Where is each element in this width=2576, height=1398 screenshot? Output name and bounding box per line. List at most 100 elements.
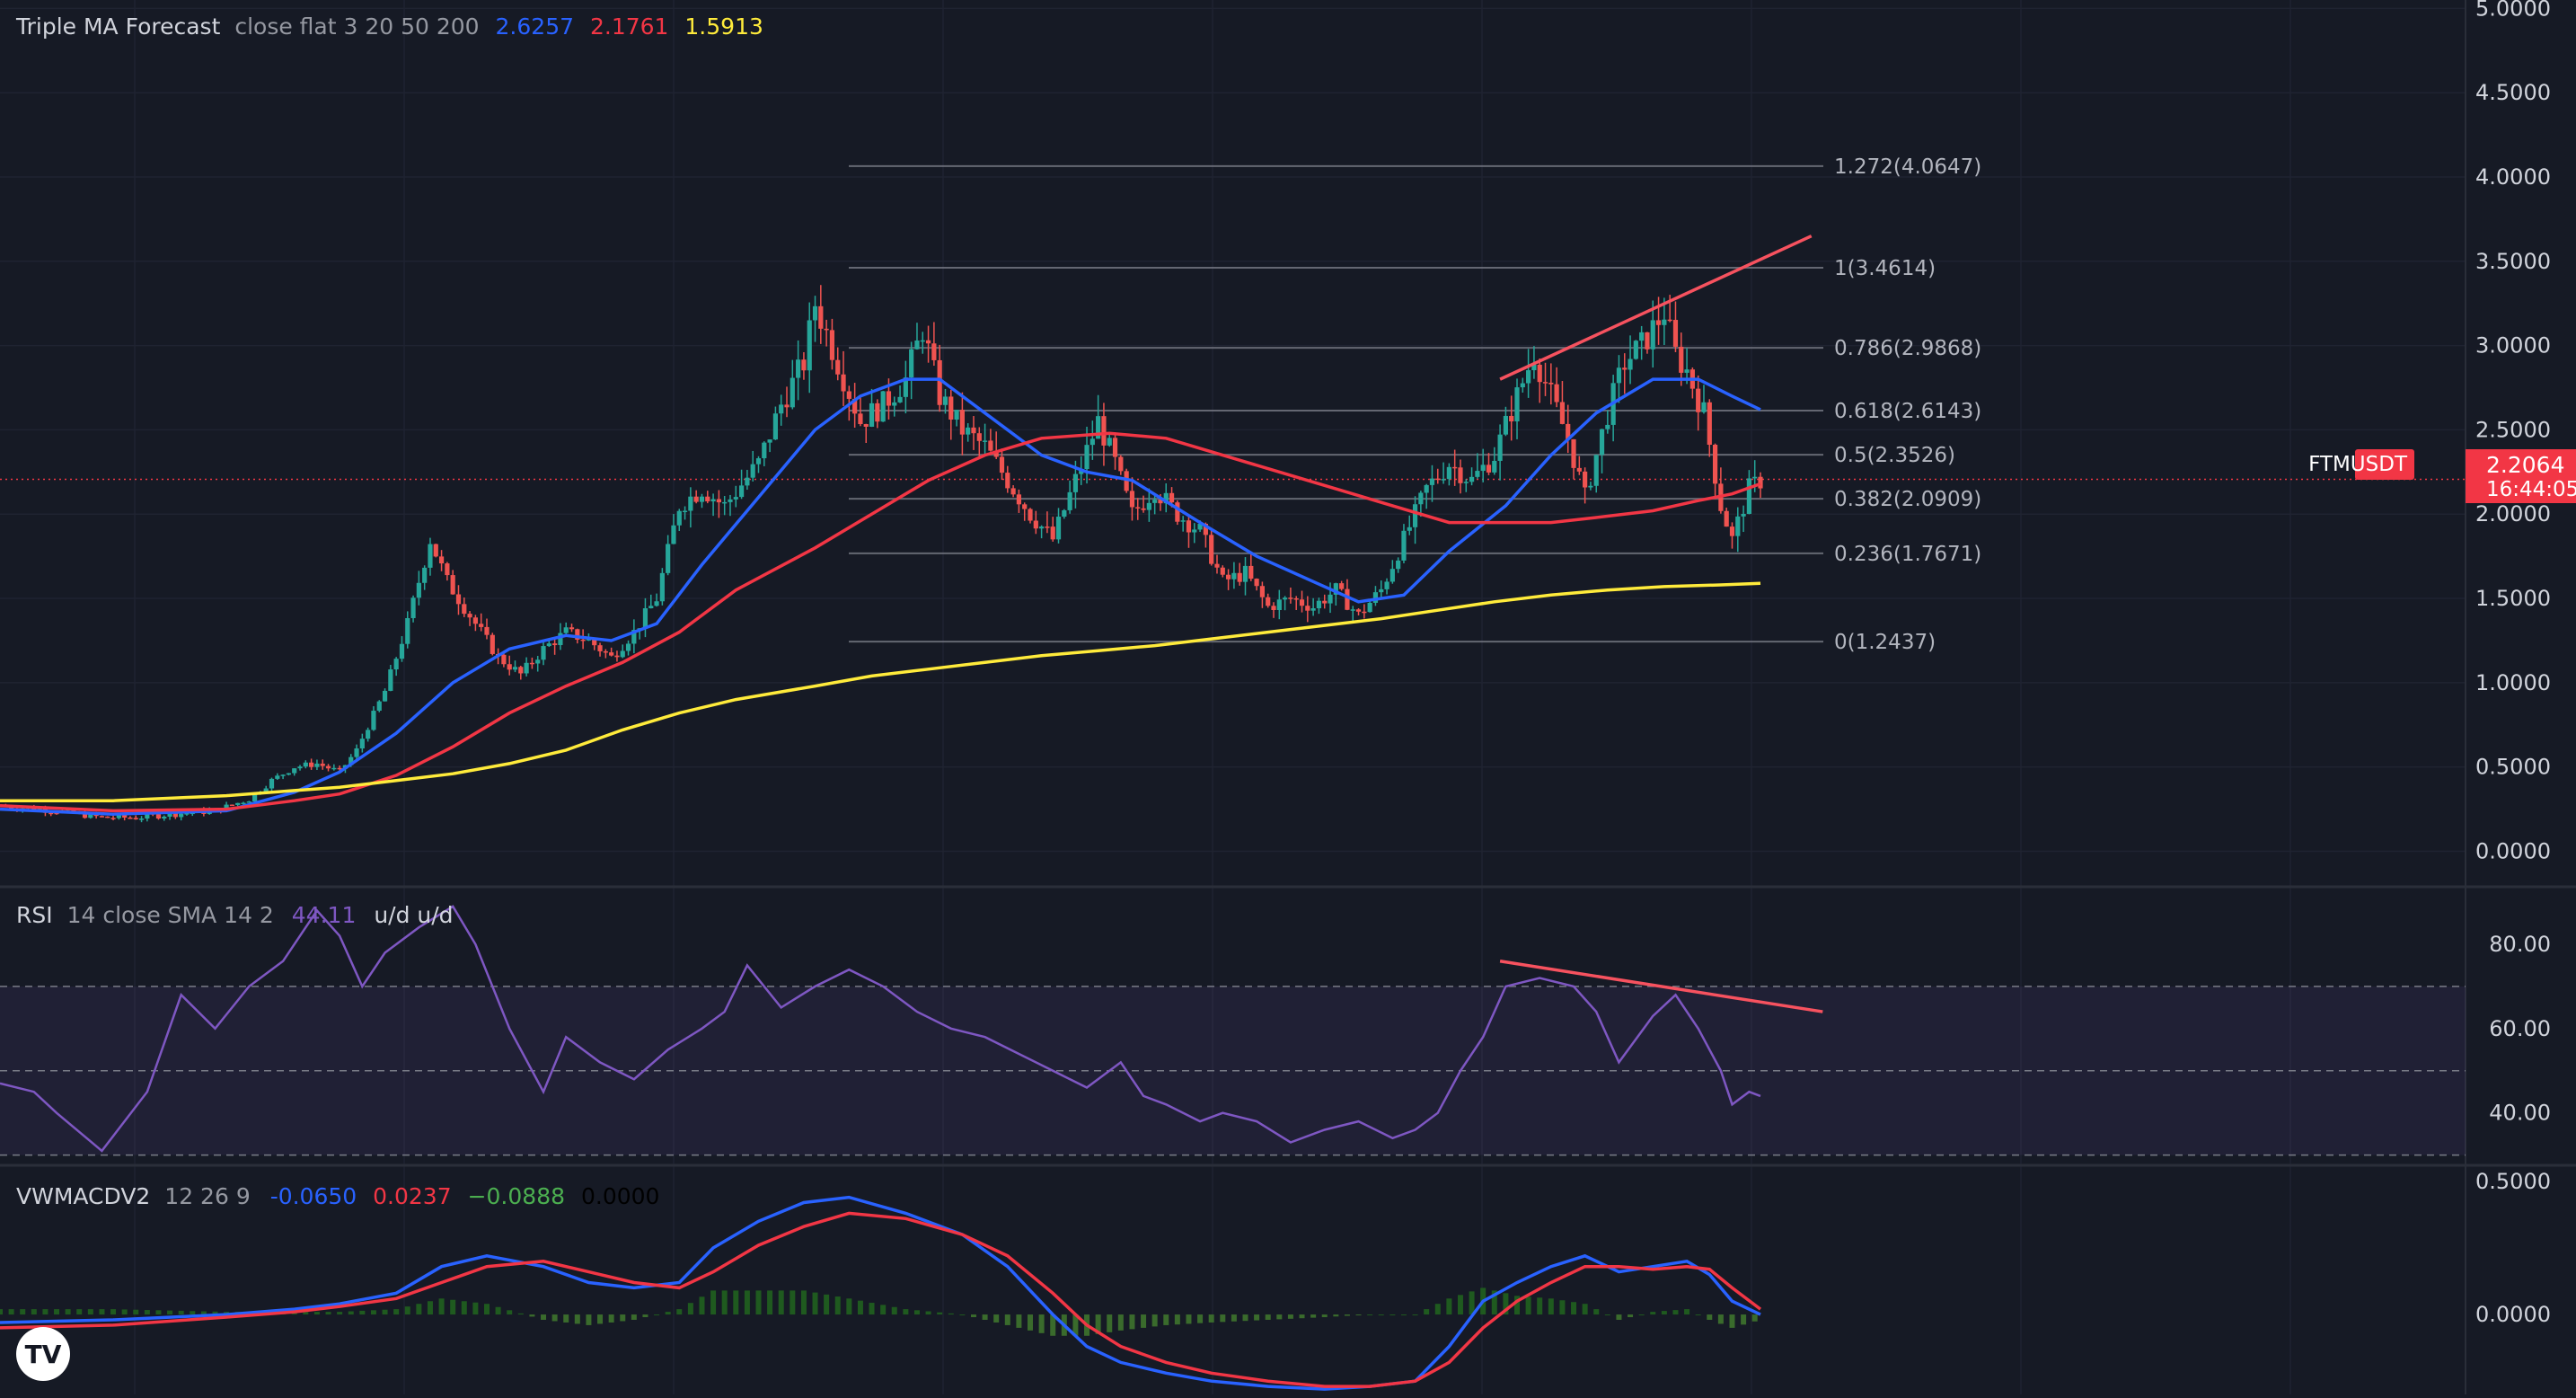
candle-body <box>331 767 337 770</box>
candle-body <box>609 652 614 656</box>
vwmacd-histogram-bar <box>99 1309 105 1315</box>
candle-body <box>1355 609 1362 612</box>
symbol-price-tag[interactable]: FTMUSDT 2.2064 16:44:05 <box>2308 449 2576 503</box>
candle-body <box>1152 500 1158 503</box>
vwmacd-histogram-bar <box>970 1314 976 1318</box>
candle-body <box>99 816 105 818</box>
vwmacd-histogram-bar <box>313 1312 320 1315</box>
price-tag-bg <box>2466 449 2576 503</box>
candle-body <box>666 544 671 573</box>
vwmacd-histogram-bar <box>1729 1314 1735 1328</box>
candle-body <box>852 398 858 414</box>
candle-body <box>1566 423 1571 439</box>
candle-body <box>858 413 863 425</box>
candle-body <box>246 801 251 803</box>
vwmacd-histogram-bar <box>507 1310 513 1315</box>
candle-body <box>1379 588 1384 593</box>
vwmacd-histogram-bar <box>563 1314 569 1323</box>
candle-body <box>948 396 954 420</box>
candle-body <box>1310 608 1316 611</box>
candle-body <box>320 763 325 766</box>
vwmacd-histogram-bar <box>1151 1314 1158 1327</box>
candle-body <box>1045 526 1050 528</box>
vwmacd-histogram-bar <box>1514 1296 1521 1315</box>
candle-body <box>767 439 772 443</box>
candle-body <box>138 818 145 820</box>
candle-body <box>682 510 688 513</box>
vwmacd-histogram-bar <box>1276 1314 1283 1320</box>
candle-body <box>1192 529 1197 533</box>
vwmacd-histogram-bar <box>891 1306 897 1315</box>
candle-body <box>1429 478 1435 485</box>
tradingview-logo[interactable]: TV <box>16 1327 70 1381</box>
candle-body <box>438 556 445 564</box>
candle-body <box>1197 524 1203 530</box>
vwmacd-histogram-bar <box>370 1310 376 1315</box>
candle-body <box>841 374 846 392</box>
candle-body <box>1616 367 1622 384</box>
vwmacd-histogram-bar <box>1095 1314 1101 1334</box>
vwmacd-histogram-bar <box>359 1310 366 1315</box>
vwmacd-histogram-bar <box>167 1310 173 1315</box>
vwmacd-histogram-bar <box>1197 1314 1204 1323</box>
candle-body <box>1576 467 1582 472</box>
current-price: 2.2064 <box>2486 452 2564 478</box>
vwmacd-histogram-bar <box>1628 1314 1634 1318</box>
candle-body <box>1509 415 1514 422</box>
candle-body <box>428 544 433 568</box>
vwmacd-histogram-bar <box>1537 1297 1543 1315</box>
vwmacd-histogram-bar <box>1310 1314 1317 1318</box>
candle-body <box>812 305 818 321</box>
candle-body <box>263 788 269 792</box>
vwmacd-macd-line <box>0 1195 1761 1391</box>
candle-body <box>382 690 388 702</box>
candle-body <box>558 633 563 645</box>
vwmacd-histogram-bar <box>1424 1309 1430 1315</box>
vwmacd-histogram-bar <box>76 1309 83 1315</box>
vwmacd-histogram-bar <box>1525 1296 1531 1315</box>
vwmacd-histogram-bar <box>755 1290 762 1315</box>
candle-body <box>999 456 1005 473</box>
candle-body <box>286 773 292 775</box>
candle-body <box>269 778 275 789</box>
candle-body <box>1254 579 1259 587</box>
candle-body <box>620 650 625 658</box>
candle-body <box>988 440 993 451</box>
vwmacd-histogram-bar <box>325 1312 331 1315</box>
candle-body <box>796 359 801 378</box>
candle-body <box>722 501 728 504</box>
vwmacd-histogram-bar <box>1050 1314 1056 1336</box>
price-tick-label: 3.5000 <box>2475 249 2551 274</box>
candle-body <box>1169 492 1175 503</box>
candle-body <box>659 572 665 602</box>
vwmacd-histogram-bar <box>1242 1314 1248 1322</box>
candle-body <box>410 597 416 618</box>
candle-body <box>82 812 88 818</box>
ma-legend[interactable]: Triple MA Forecast close flat 3 20 50 20… <box>15 13 763 40</box>
candle-body <box>541 646 546 660</box>
vwmacd-histogram-bar <box>1559 1300 1566 1315</box>
vwmacd-histogram-bar <box>903 1309 909 1315</box>
candle-body <box>1328 594 1333 604</box>
vwmacd-legend[interactable]: VWMACDV2 12 26 9 -0.0650 0.0237 −0.0888 … <box>16 1183 659 1209</box>
vwmacd-histogram-bar <box>1661 1311 1667 1315</box>
candle-body <box>1526 370 1531 384</box>
candle-body <box>1372 592 1379 603</box>
vwmacd-histogram-bar <box>586 1314 592 1325</box>
candle-body <box>1101 416 1107 446</box>
vwmacd-histogram-bar <box>551 1314 558 1322</box>
candle-body <box>167 812 172 817</box>
candle-body <box>1599 429 1605 456</box>
candle-body <box>1741 513 1746 517</box>
rsi-legend[interactable]: RSI 14 close SMA 14 2 44.11 u/d u/d <box>16 902 454 928</box>
candle-body <box>1593 455 1599 486</box>
candle-body <box>1622 367 1628 370</box>
candle-body <box>1684 369 1689 373</box>
candle-body <box>416 582 421 598</box>
vwmacd-histogram-bar <box>178 1310 184 1315</box>
candle-body <box>1055 517 1062 540</box>
vwmacd-histogram-bar <box>1265 1314 1271 1320</box>
candle-body <box>462 604 467 615</box>
candle-body <box>49 812 54 815</box>
